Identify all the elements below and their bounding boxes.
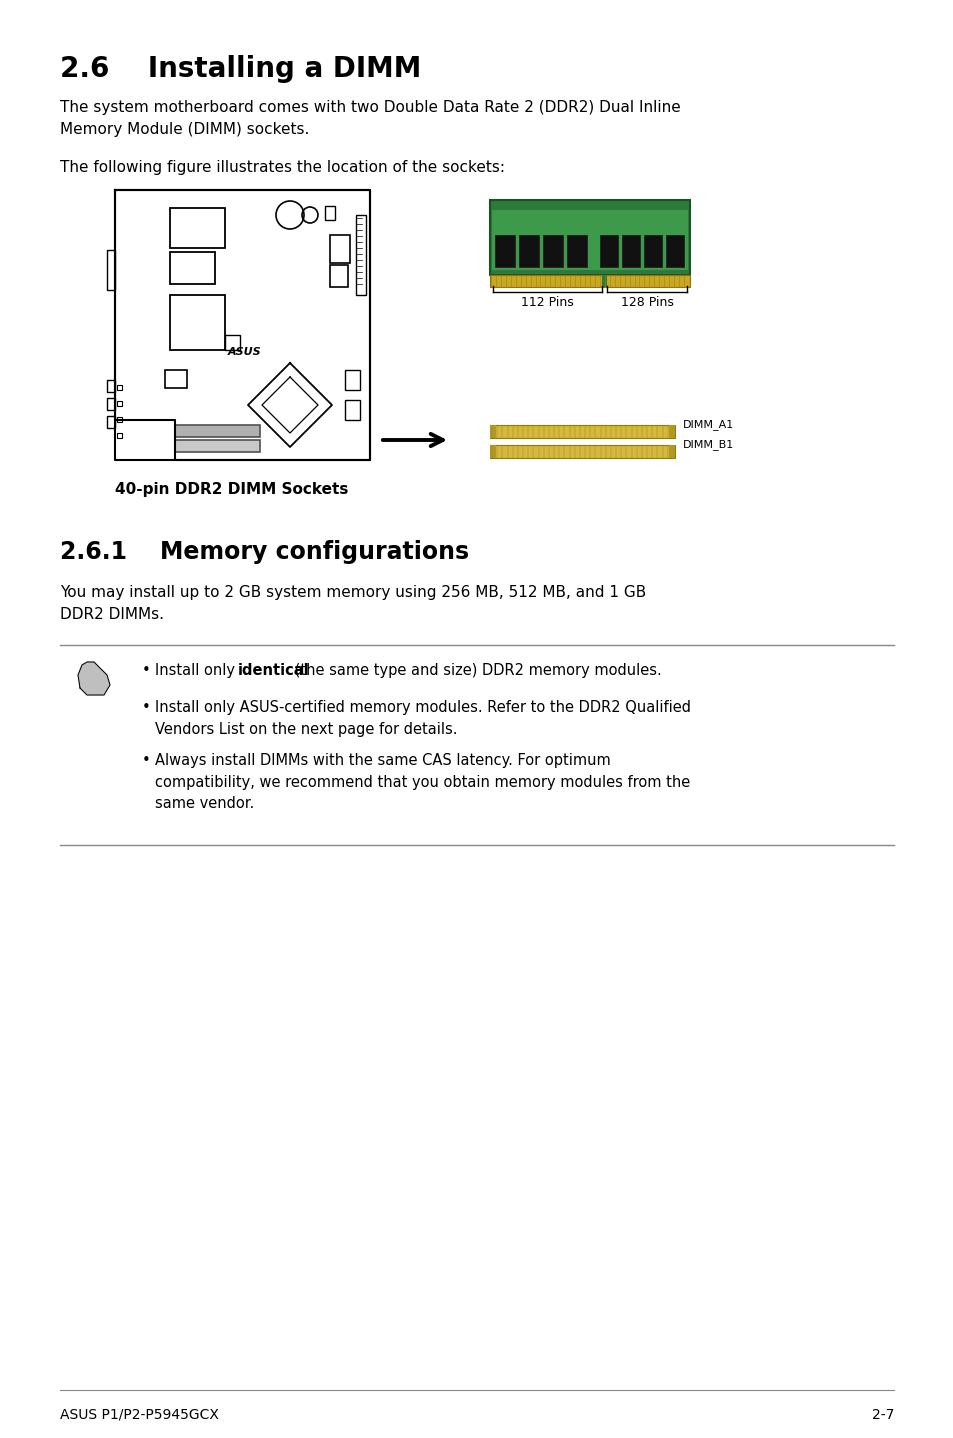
Text: •: •	[142, 663, 151, 677]
Polygon shape	[78, 661, 110, 695]
Text: DIMM_B1: DIMM_B1	[682, 440, 734, 450]
Bar	[665, 234, 683, 267]
Bar	[490, 426, 496, 439]
Bar	[117, 385, 122, 390]
Bar	[495, 234, 515, 267]
Text: The system motherboard comes with two Double Data Rate 2 (DDR2) Dual Inline
Memo: The system motherboard comes with two Do…	[60, 101, 680, 137]
Bar	[170, 209, 225, 247]
Bar	[643, 234, 661, 267]
Text: The following figure illustrates the location of the sockets:: The following figure illustrates the loc…	[60, 160, 504, 175]
Bar	[668, 426, 675, 439]
Bar	[330, 234, 350, 263]
Text: 40-pin DDR2 DIMM Sockets: 40-pin DDR2 DIMM Sockets	[115, 482, 348, 498]
Text: •: •	[142, 754, 151, 768]
Bar	[492, 210, 687, 270]
Text: ASUS P1/P2-P5945GCX: ASUS P1/P2-P5945GCX	[60, 1408, 218, 1422]
Bar	[601, 275, 606, 288]
Bar	[165, 370, 187, 388]
Bar	[107, 416, 115, 429]
Bar	[330, 265, 348, 288]
Bar	[599, 234, 618, 267]
Text: •: •	[142, 700, 151, 715]
Bar	[107, 380, 115, 393]
Bar	[355, 216, 366, 295]
Text: 128 Pins: 128 Pins	[619, 296, 673, 309]
Text: ASUS: ASUS	[228, 347, 261, 357]
Bar	[490, 200, 689, 275]
Bar	[170, 252, 214, 283]
Bar	[542, 234, 562, 267]
Text: Install only: Install only	[154, 663, 239, 677]
Bar	[174, 426, 260, 437]
Text: (the same type and size) DDR2 memory modules.: (the same type and size) DDR2 memory mod…	[290, 663, 661, 677]
Bar	[621, 234, 639, 267]
Bar	[225, 335, 240, 349]
Text: 112 Pins: 112 Pins	[520, 296, 574, 309]
Bar	[490, 444, 675, 457]
Text: 2.6    Installing a DIMM: 2.6 Installing a DIMM	[60, 55, 421, 83]
Bar	[566, 234, 586, 267]
Bar	[325, 206, 335, 220]
Text: Install only ASUS-certified memory modules. Refer to the DDR2 Qualified
Vendors : Install only ASUS-certified memory modul…	[154, 700, 690, 736]
Bar	[174, 440, 260, 452]
Bar	[518, 234, 538, 267]
Text: You may install up to 2 GB system memory using 256 MB, 512 MB, and 1 GB
DDR2 DIM: You may install up to 2 GB system memory…	[60, 585, 645, 621]
Text: 2.6.1    Memory configurations: 2.6.1 Memory configurations	[60, 541, 469, 564]
Bar	[345, 400, 359, 420]
Bar	[668, 444, 675, 457]
FancyArrowPatch shape	[382, 434, 442, 446]
Text: Always install DIMMs with the same CAS latency. For optimum
compatibility, we re: Always install DIMMs with the same CAS l…	[154, 754, 690, 811]
Bar	[107, 250, 115, 290]
Bar	[117, 417, 122, 421]
Bar	[170, 295, 225, 349]
Bar	[490, 426, 675, 439]
Bar	[490, 275, 689, 288]
Bar	[117, 401, 122, 406]
Text: identical: identical	[237, 663, 310, 677]
Bar	[490, 444, 496, 457]
Bar	[345, 370, 359, 390]
Text: DIMM_A1: DIMM_A1	[682, 420, 734, 430]
Text: 2-7: 2-7	[871, 1408, 893, 1422]
Bar	[107, 398, 115, 410]
Bar	[117, 433, 122, 439]
